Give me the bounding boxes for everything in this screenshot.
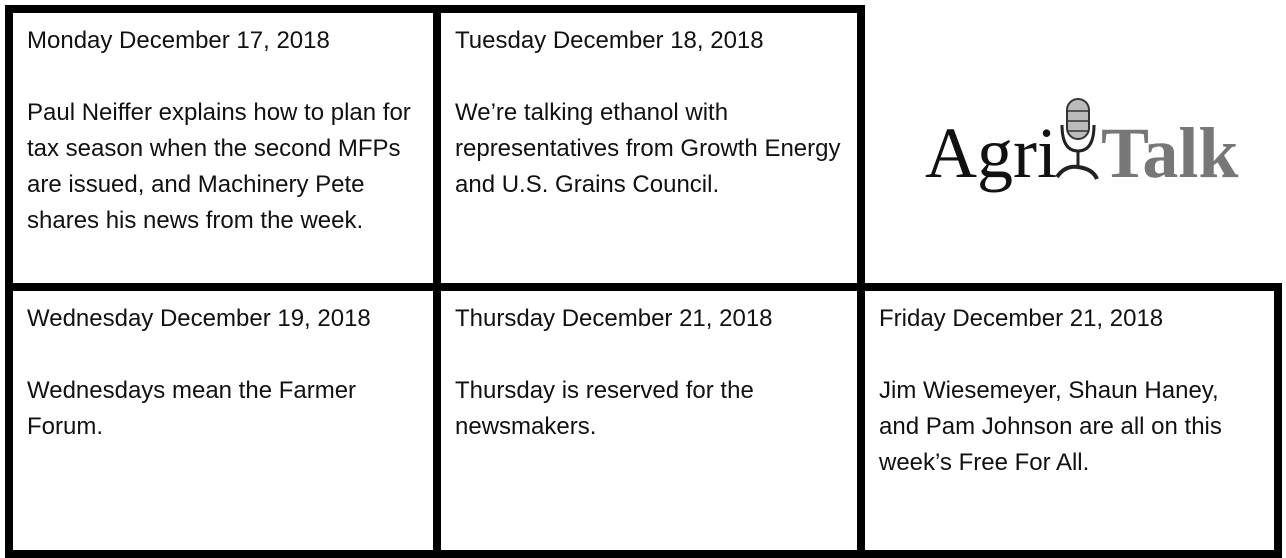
day-body: Wednesdays mean the Farmer Forum.	[27, 377, 357, 440]
logo: Agri Talk	[925, 98, 1238, 193]
microphone-icon	[1055, 98, 1099, 180]
day-cell: Friday December 21, 2018 Jim Wiesemeyer,…	[857, 283, 1282, 558]
day-cell: Tuesday December 18, 2018 We’re talking …	[433, 5, 865, 291]
day-cell: Wednesday December 19, 2018 Wednesdays m…	[5, 283, 441, 558]
day-body: Paul Neiffer explains how to plan for ta…	[27, 99, 411, 234]
day-heading: Monday December 17, 2018	[27, 27, 330, 54]
logo-right: Talk	[1101, 113, 1238, 193]
day-heading: Thursday December 21, 2018	[455, 305, 773, 332]
day-cell: Thursday December 21, 2018 Thursday is r…	[433, 283, 865, 558]
day-heading: Friday December 21, 2018	[879, 305, 1164, 332]
day-heading: Wednesday December 19, 2018	[27, 305, 371, 332]
day-heading: Tuesday December 18, 2018	[455, 27, 764, 54]
day-body: Jim Wiesemeyer, Shaun Haney, and Pam Joh…	[879, 377, 1222, 476]
day-body: We’re talking ethanol with representativ…	[455, 99, 841, 198]
logo-left: Agri	[925, 113, 1057, 193]
day-body: Thursday is reserved for the newsmakers.	[455, 377, 754, 440]
day-cell: Monday December 17, 2018 Paul Neiffer ex…	[5, 5, 441, 291]
